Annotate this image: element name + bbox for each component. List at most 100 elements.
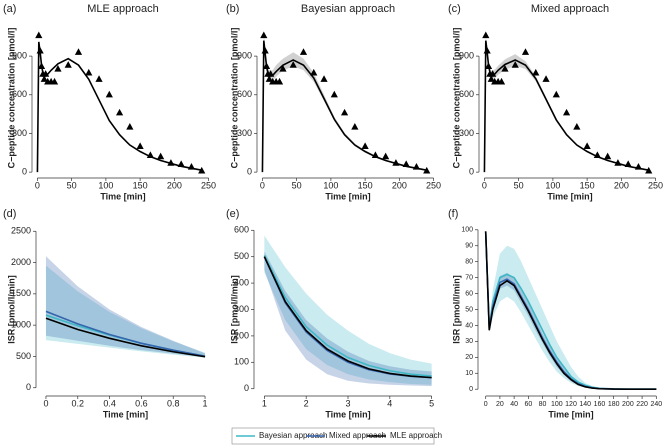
x-tick-label: 0.2 — [72, 398, 85, 408]
observation — [299, 48, 308, 55]
observation — [392, 159, 400, 166]
x-tick-label: 160 — [594, 401, 606, 408]
panel-title: Mixed approach — [531, 3, 609, 15]
y-tick-label: 1000 — [11, 320, 31, 330]
x-tick-label: 250 — [201, 180, 216, 190]
observation — [511, 61, 519, 68]
x-tick-label: 0.8 — [167, 398, 180, 408]
x-tick-label: 3 — [345, 398, 350, 408]
observation — [115, 108, 124, 116]
observation — [279, 64, 287, 72]
observation — [167, 159, 175, 166]
observation — [483, 46, 491, 54]
x-axis-label: Time [min] — [325, 191, 370, 201]
observation — [487, 75, 495, 82]
x-tick-label: 200 — [614, 180, 629, 190]
observation — [35, 31, 43, 39]
panel-label: (e) — [226, 208, 239, 220]
y-tick-label: 0 — [22, 167, 27, 177]
observation — [177, 160, 185, 167]
y-tick-label: 1500 — [11, 288, 31, 298]
observation — [36, 46, 44, 54]
observation — [552, 90, 560, 98]
observation — [275, 77, 284, 85]
x-tick-label: 80 — [539, 401, 547, 408]
confidence-band — [264, 251, 432, 387]
y-tick-label: 2000 — [11, 257, 31, 267]
x-tick-label: 220 — [636, 401, 648, 408]
series-line — [45, 310, 206, 357]
x-tick-label: 140 — [579, 401, 591, 408]
x-tick-label: 0 — [260, 180, 265, 190]
y-tick-label: 60 — [465, 290, 473, 297]
observation — [187, 162, 196, 170]
x-tick-label: 1 — [203, 398, 208, 408]
observation — [289, 61, 297, 68]
x-tick-label: 200 — [622, 401, 634, 408]
y-tick-label: 80 — [465, 259, 473, 266]
panel-label: (f) — [448, 208, 458, 220]
observation — [402, 160, 410, 167]
observation — [604, 152, 612, 160]
observation — [85, 68, 93, 76]
x-tick-label: 5 — [429, 398, 434, 408]
x-tick-label: 20 — [496, 401, 504, 408]
x-tick-label: 0 — [484, 401, 488, 408]
observation — [489, 70, 497, 77]
x-tick-label: 50 — [292, 180, 302, 190]
y-tick-label: 500 — [234, 251, 249, 261]
panel-label: (c) — [448, 3, 461, 15]
observation — [50, 77, 59, 85]
confidence-band — [484, 35, 649, 173]
x-tick-label: 1 — [262, 398, 267, 408]
series-line — [484, 231, 657, 391]
y-tick-label: 40 — [465, 322, 473, 329]
observation — [583, 142, 591, 149]
observation — [157, 152, 165, 160]
observation — [542, 75, 550, 82]
x-tick-label: 240 — [650, 401, 662, 408]
x-axis-label: Time [min] — [103, 409, 148, 419]
observation — [146, 151, 154, 158]
y-tick-label: 300 — [237, 128, 252, 138]
panel-title: MLE approach — [87, 3, 159, 15]
observation — [267, 70, 275, 77]
y-tick-label: 500 — [16, 351, 31, 361]
y-tick-label: 400 — [234, 277, 249, 287]
x-tick-label: 0 — [482, 180, 487, 190]
observation — [74, 48, 83, 55]
observation — [371, 151, 379, 158]
x-tick-label: 0.4 — [103, 398, 116, 408]
observation — [54, 64, 62, 72]
x-tick-label: 2 — [304, 398, 309, 408]
y-tick-label: 900 — [459, 50, 474, 60]
y-tick-label: 900 — [237, 50, 252, 60]
observation — [40, 75, 48, 82]
x-tick-label: 50 — [514, 180, 524, 190]
observation — [330, 90, 338, 98]
observation — [320, 75, 328, 82]
observation — [521, 48, 530, 55]
y-axis-label: ISR [pmol/l/min] — [451, 275, 461, 344]
observation — [37, 62, 46, 70]
x-tick-label: 120 — [565, 401, 577, 408]
x-tick-label: 100 — [323, 180, 338, 190]
observation — [42, 70, 50, 77]
observation — [614, 159, 622, 166]
observation — [260, 31, 268, 39]
x-tick-label: 0.6 — [135, 398, 148, 408]
x-tick-label: 4 — [387, 398, 392, 408]
confidence-band — [485, 231, 657, 390]
series-line — [36, 41, 202, 173]
y-tick-label: 100 — [461, 227, 473, 234]
observation — [198, 166, 206, 174]
y-tick-label: 600 — [459, 89, 474, 99]
x-axis-label: Time [min] — [100, 191, 145, 201]
observation — [262, 62, 271, 70]
x-tick-label: 150 — [358, 180, 373, 190]
y-axis-label: C−peptide concentration [pmol/l] — [451, 28, 461, 169]
x-axis-label: Time [min] — [325, 409, 370, 419]
series-line — [263, 256, 432, 379]
y-tick-label: 300 — [12, 128, 27, 138]
observation — [634, 162, 643, 170]
